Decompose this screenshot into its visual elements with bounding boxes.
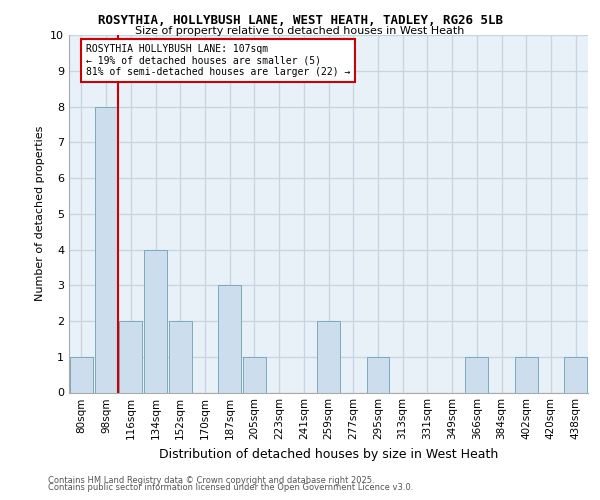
Text: ROSYTHIA, HOLLYBUSH LANE, WEST HEATH, TADLEY, RG26 5LB: ROSYTHIA, HOLLYBUSH LANE, WEST HEATH, TA… [97,14,503,27]
Text: ROSYTHIA HOLLYBUSH LANE: 107sqm
← 19% of detached houses are smaller (5)
81% of : ROSYTHIA HOLLYBUSH LANE: 107sqm ← 19% of… [86,44,350,77]
Bar [169,321,191,392]
Bar [70,357,93,392]
Text: Size of property relative to detached houses in West Heath: Size of property relative to detached ho… [136,26,464,36]
Bar [119,321,142,392]
Bar [144,250,167,392]
Bar [466,357,488,392]
Y-axis label: Number of detached properties: Number of detached properties [35,126,44,302]
X-axis label: Distribution of detached houses by size in West Heath: Distribution of detached houses by size … [159,448,498,461]
Bar [564,357,587,392]
Bar [95,106,118,393]
Bar [218,285,241,393]
Text: Contains HM Land Registry data © Crown copyright and database right 2025.: Contains HM Land Registry data © Crown c… [48,476,374,485]
Bar [515,357,538,392]
Text: Contains public sector information licensed under the Open Government Licence v3: Contains public sector information licen… [48,484,413,492]
Bar [317,321,340,392]
Bar [243,357,266,392]
Bar [367,357,389,392]
